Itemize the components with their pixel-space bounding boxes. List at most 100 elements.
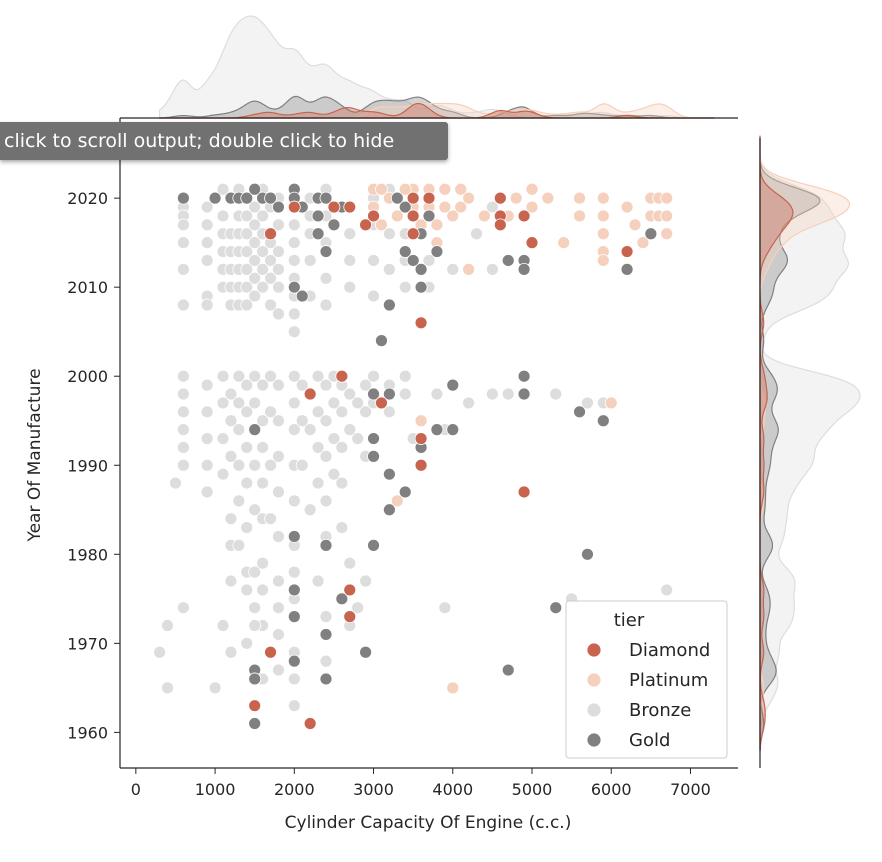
bronze-point [272, 245, 285, 258]
bronze-point [248, 200, 262, 214]
bronze-point [335, 405, 349, 419]
platinum-point [375, 182, 388, 196]
gold-point [319, 245, 333, 258]
y-tick-label: 2010 [67, 278, 108, 297]
bronze-point [224, 574, 238, 588]
bronze-point [256, 209, 270, 223]
bronze-point [248, 619, 262, 632]
gold-point [430, 245, 444, 258]
platinum-point [573, 209, 586, 223]
diamond-point [493, 191, 507, 205]
gold-point [581, 547, 594, 561]
bronze-point [224, 387, 238, 401]
bronze-point [240, 378, 254, 392]
diamond-point [287, 200, 301, 214]
bronze-point [438, 601, 452, 615]
gold-point [375, 334, 388, 348]
bronze-point [501, 387, 515, 401]
gold-point [382, 467, 396, 481]
legend-label-diamond: Diamond [629, 640, 710, 661]
gold-point [272, 200, 285, 214]
x-tick-label: 7000 [670, 780, 711, 799]
platinum-point [509, 191, 523, 205]
bronze-point [216, 369, 230, 383]
x-tick-label: 1000 [195, 780, 236, 799]
bronze-point [248, 271, 262, 285]
bronze-point [200, 458, 214, 472]
platinum-point [446, 209, 460, 223]
bronze-point [200, 405, 214, 419]
diamond-point [343, 610, 357, 624]
bronze-point [248, 396, 262, 410]
bronze-point [382, 227, 396, 241]
bronze-point [256, 414, 270, 428]
bronze-point [287, 672, 301, 686]
gold-point [517, 387, 531, 401]
bronze-point [295, 458, 309, 472]
gold-point [311, 227, 325, 241]
x-tick-label: 2000 [274, 780, 315, 799]
right-marginal-kde [759, 135, 861, 751]
bronze-point [216, 396, 230, 410]
bronze-point [200, 485, 214, 499]
bronze-point [311, 574, 325, 588]
platinum-point [604, 396, 618, 410]
gold-point [311, 209, 325, 223]
gold-point [319, 538, 333, 552]
platinum-point [454, 182, 468, 196]
bronze-point [335, 476, 349, 490]
bronze-point [256, 280, 270, 294]
bronze-point [200, 298, 214, 312]
gold-point [596, 414, 610, 428]
bronze-point [248, 236, 262, 250]
legend-box [565, 600, 728, 759]
bronze-point [176, 387, 190, 401]
bronze-point [200, 200, 214, 214]
x-tick-label: 0 [131, 780, 141, 799]
bronze-point [176, 441, 190, 454]
bronze-point [327, 467, 341, 481]
bronze-point [264, 298, 277, 312]
gold-point [517, 369, 531, 383]
x-tick-label: 4000 [432, 780, 473, 799]
bronze-point [240, 636, 254, 650]
diamond-point [525, 236, 539, 250]
bronze-point [343, 423, 357, 437]
bronze-point [287, 325, 301, 339]
y-tick-label: 2020 [67, 189, 108, 208]
bronze-point [287, 423, 301, 437]
gold-kde-y [759, 135, 821, 751]
bronze-point [176, 423, 190, 437]
bronze-point [240, 280, 254, 294]
gold-point [208, 191, 222, 205]
bronze-point [264, 271, 277, 285]
y-tick-label: 2000 [67, 367, 108, 386]
platinum-point [454, 200, 468, 214]
bronze-point [248, 565, 262, 579]
platinum-point [375, 218, 388, 232]
bronze-point [256, 441, 270, 454]
bronze-point [287, 565, 301, 579]
diamond-point [414, 458, 428, 472]
diamond-point [517, 485, 531, 499]
bronze-point [176, 369, 190, 383]
x-tick-label: 6000 [591, 780, 632, 799]
bronze-point [240, 405, 254, 419]
legend-label-bronze: Bronze [629, 700, 691, 721]
output-scroll-tooltip[interactable]: click to scroll output; double click to … [0, 122, 448, 160]
bronze-point [272, 601, 285, 615]
bronze-point [398, 369, 412, 383]
diamond-point [264, 645, 277, 659]
bronze-point [287, 396, 301, 410]
bronze-point [367, 369, 380, 383]
diamond-point [248, 699, 262, 713]
gold-point [287, 530, 301, 543]
legend-marker-bronze [586, 702, 602, 718]
bronze-point [264, 369, 277, 383]
platinum-point [462, 191, 476, 205]
bronze-point [343, 556, 357, 570]
bronze-point [248, 254, 262, 267]
bronze-point [549, 387, 563, 401]
bronze-point [176, 405, 190, 419]
bronze-point [343, 227, 357, 241]
